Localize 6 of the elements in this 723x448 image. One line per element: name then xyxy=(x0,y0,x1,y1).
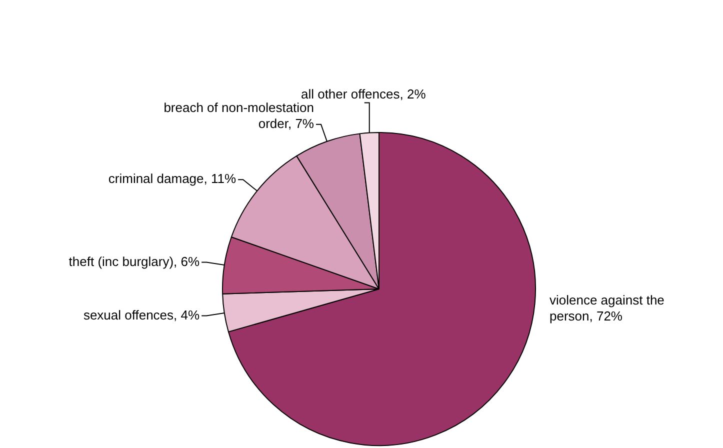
slice-label: violence against the person, 72% xyxy=(550,292,664,324)
slice-label: all other offences, 2% xyxy=(300,86,426,102)
slice-label: sexual offences, 4% xyxy=(83,307,200,322)
slice-label: theft (inc burglary), 6% xyxy=(68,254,200,269)
slice-label: criminal damage, 11% xyxy=(108,171,236,186)
slice-label: breach of non-molestation order, 7% xyxy=(164,100,314,131)
